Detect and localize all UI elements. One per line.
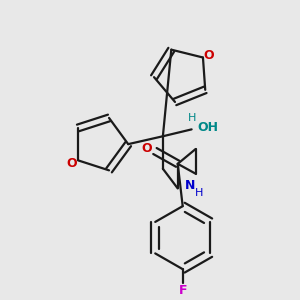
Text: H: H <box>188 112 196 123</box>
Text: F: F <box>178 284 187 297</box>
Text: O: O <box>67 157 77 170</box>
Text: O: O <box>204 49 214 62</box>
Text: H: H <box>195 188 204 198</box>
Text: O: O <box>142 142 152 154</box>
Text: N: N <box>184 179 195 192</box>
Text: OH: OH <box>197 121 218 134</box>
